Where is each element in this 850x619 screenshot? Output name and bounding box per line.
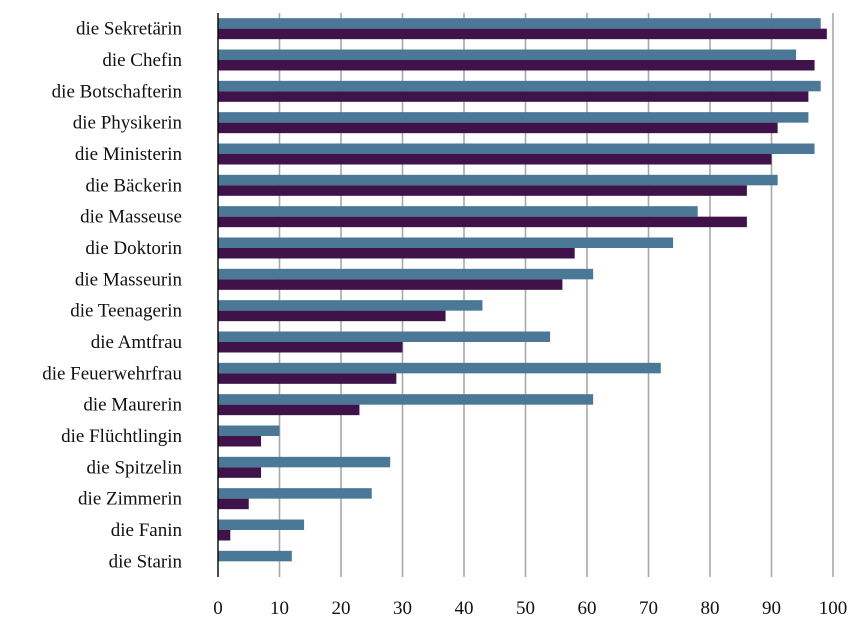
- category-label: die Fanin: [111, 520, 183, 541]
- bar-series-1: [218, 268, 594, 280]
- category-label: die Doktorin: [85, 238, 182, 259]
- category-label: die Starin: [109, 551, 183, 572]
- grid: [278, 13, 834, 577]
- bar-series-2: [218, 467, 262, 478]
- category-label: die Zimmerin: [78, 489, 182, 510]
- x-tick-label: 40: [455, 598, 474, 619]
- x-tick-label: 60: [578, 598, 597, 619]
- category-label: die Feuerwehrfrau: [42, 363, 182, 384]
- category-label: die Flüchtlingin: [61, 426, 182, 447]
- bar-series-1: [218, 18, 821, 29]
- bar-series-2: [218, 122, 778, 134]
- x-tick-label: 80: [701, 598, 720, 619]
- bar-series-2: [218, 248, 575, 259]
- category-label: die Physikerin: [73, 113, 183, 134]
- bar-series-2: [218, 28, 827, 40]
- x-tick-label: 10: [270, 598, 289, 619]
- bar-series-1: [218, 456, 391, 468]
- category-label: die Masseurin: [75, 269, 183, 290]
- bars: [218, 18, 827, 562]
- bar-series-1: [218, 174, 778, 186]
- bar-series-2: [218, 373, 397, 384]
- bar-series-1: [218, 143, 815, 154]
- category-label: die Amtfrau: [91, 332, 183, 353]
- category-label: die Botschafterin: [52, 81, 183, 102]
- category-label: die Ministerin: [75, 144, 183, 165]
- bar-series-1: [218, 331, 551, 342]
- x-tick-label: 0: [213, 598, 223, 619]
- bar-series-1: [218, 550, 292, 562]
- x-tick-label: 100: [819, 598, 848, 619]
- bar-series-2: [218, 530, 231, 541]
- bar-series-1: [218, 519, 305, 530]
- x-tick-labels: 0 10 20 30 40 50 60 70 80 90 100: [213, 598, 847, 619]
- x-tick-label: 20: [332, 598, 351, 619]
- category-label: die Bäckerin: [85, 175, 182, 196]
- category-labels: die Sekretärin die Chefin die Botschafteri…: [42, 19, 182, 573]
- bar-series-1: [218, 362, 661, 374]
- bar-series-1: [218, 237, 674, 248]
- bar-series-1: [218, 425, 280, 436]
- bar-series-1: [218, 112, 809, 123]
- bar-series-2: [218, 404, 360, 416]
- bar-series-1: [218, 394, 594, 405]
- category-label: die Spitzelin: [86, 457, 182, 478]
- bar-series-2: [218, 91, 809, 102]
- category-label: die Masseuse: [80, 207, 182, 228]
- category-label: die Maurerin: [83, 395, 182, 416]
- x-tick-label: 30: [393, 598, 412, 619]
- bar-series-1: [218, 80, 821, 92]
- x-tick-label: 70: [639, 598, 658, 619]
- bar-series-1: [218, 206, 698, 217]
- bar-series-1: [218, 300, 483, 311]
- category-label: die Sekretärin: [76, 19, 183, 40]
- category-label: die Chefin: [102, 50, 182, 71]
- x-tick-label: 90: [762, 598, 781, 619]
- x-tick-label: 50: [516, 598, 535, 619]
- category-label: die Teenagerin: [70, 301, 182, 322]
- bar-series-1: [218, 49, 797, 60]
- bar-series-2: [218, 216, 747, 228]
- bar-series-2: [218, 185, 747, 196]
- bar-series-2: [218, 60, 815, 71]
- bar-series-2: [218, 310, 446, 322]
- bar-series-2: [218, 498, 249, 510]
- bar-series-1: [218, 488, 372, 499]
- bar-series-2: [218, 279, 563, 290]
- bar-series-2: [218, 342, 403, 353]
- bar-series-2: [218, 154, 772, 165]
- bar-series-2: [218, 436, 262, 447]
